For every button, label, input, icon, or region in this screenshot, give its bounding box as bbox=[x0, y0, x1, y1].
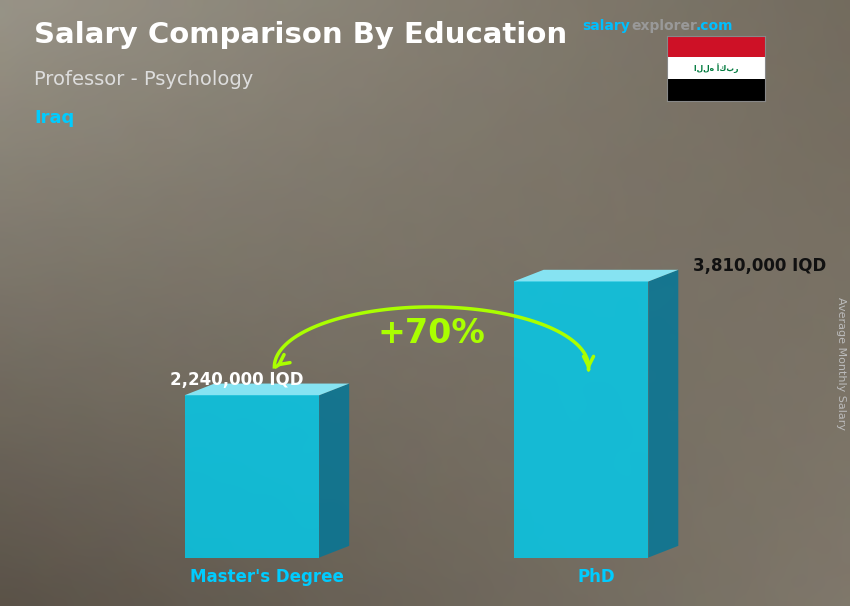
Text: 3,810,000 IQD: 3,810,000 IQD bbox=[694, 257, 826, 275]
Text: PhD: PhD bbox=[577, 567, 615, 585]
Polygon shape bbox=[320, 384, 349, 558]
Polygon shape bbox=[649, 270, 678, 558]
Text: explorer: explorer bbox=[632, 19, 697, 33]
Text: Average Monthly Salary: Average Monthly Salary bbox=[836, 297, 846, 430]
Text: Salary Comparison By Education: Salary Comparison By Education bbox=[34, 21, 567, 49]
Bar bbox=[513, 281, 649, 558]
Bar bbox=[667, 79, 765, 101]
Bar bbox=[184, 395, 320, 558]
Bar bbox=[667, 58, 765, 79]
Bar bbox=[667, 36, 765, 58]
Polygon shape bbox=[184, 384, 349, 395]
Text: +70%: +70% bbox=[377, 318, 485, 350]
Text: Master's Degree: Master's Degree bbox=[190, 567, 344, 585]
Polygon shape bbox=[513, 270, 678, 281]
Text: Professor - Psychology: Professor - Psychology bbox=[34, 70, 253, 88]
Text: الله أكبر: الله أكبر bbox=[694, 63, 739, 73]
Text: 2,240,000 IQD: 2,240,000 IQD bbox=[170, 370, 303, 388]
Text: .com: .com bbox=[695, 19, 733, 33]
Text: Iraq: Iraq bbox=[34, 109, 74, 127]
Text: salary: salary bbox=[582, 19, 630, 33]
